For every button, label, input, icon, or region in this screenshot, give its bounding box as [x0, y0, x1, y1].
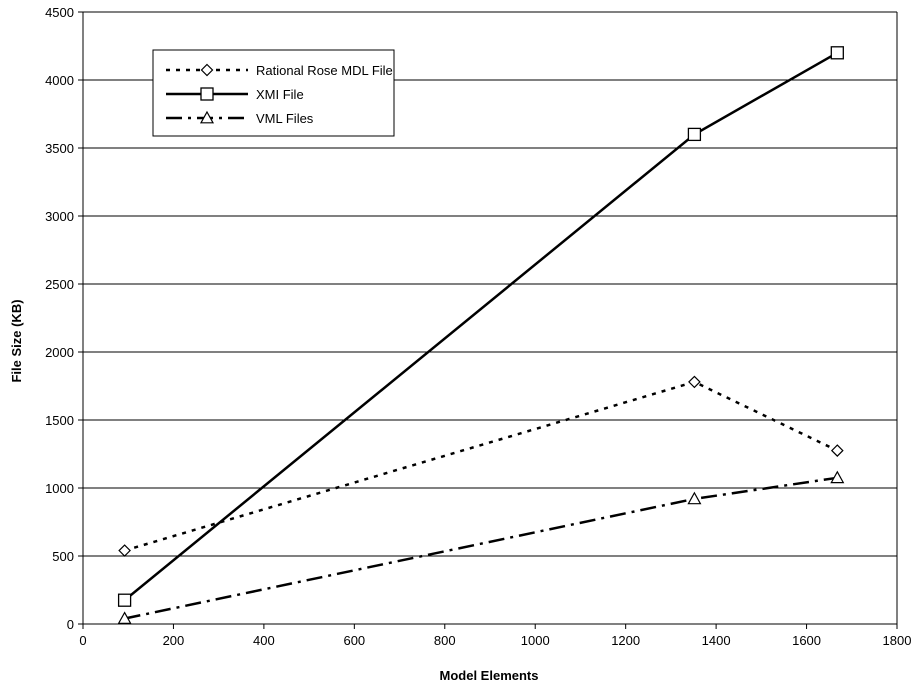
series-lines: [123, 51, 838, 620]
x-tick-label-1200: 1200: [611, 633, 640, 648]
y-tick-label-1500: 1500: [45, 413, 74, 428]
legend-label-rational-rose-mdl-file: Rational Rose MDL File: [256, 63, 393, 78]
gridlines: [83, 11, 897, 557]
legend-marker-xmi-file: [200, 87, 214, 101]
legend-marker-vml-files: [199, 110, 215, 124]
series-markers: [117, 46, 845, 624]
data-point-vml-files-2: [830, 470, 845, 484]
x-tick-label-0: 0: [79, 633, 86, 648]
data-point-rational-rose-mdl-file-0: [118, 544, 131, 557]
data-point-xmi-file-1: [687, 127, 702, 142]
y-axis-title: File Size (KB): [9, 299, 24, 382]
x-tick-label-200: 200: [163, 633, 185, 648]
axes: [78, 11, 898, 629]
data-point-xmi-file-0: [117, 593, 132, 607]
x-tick-label-1400: 1400: [702, 633, 731, 648]
y-tick-label-0: 0: [67, 617, 74, 632]
y-tick-label-500: 500: [52, 549, 74, 564]
y-tick-label-4500: 4500: [45, 5, 74, 20]
x-tick-label-1800: 1800: [883, 633, 912, 648]
x-tick-label-400: 400: [253, 633, 275, 648]
data-point-xmi-file-2: [830, 46, 844, 60]
legend-items: Rational Rose MDL File XMI File VML Files: [166, 63, 393, 126]
y-tick-label-2500: 2500: [45, 277, 74, 292]
legend-label-vml-files: VML Files: [256, 111, 314, 126]
data-point-rational-rose-mdl-file-1: [688, 375, 701, 389]
y-tick-label-3000: 3000: [45, 209, 74, 224]
y-tick-label-4000: 4000: [45, 73, 74, 88]
x-tick-label-1000: 1000: [521, 633, 550, 648]
data-point-rational-rose-mdl-file-2: [830, 444, 844, 457]
y-tick-label-2000: 2000: [45, 345, 74, 360]
series-line-rational-rose-mdl-file: [124, 380, 838, 552]
data-point-vml-files-1: [687, 491, 702, 505]
series-line-vml-files: [124, 476, 838, 620]
x-tick-label-800: 800: [434, 633, 456, 648]
y-tick-labels: 0 500 1000 1500 2000 2500 3000 3500 4000 4500: [45, 5, 74, 632]
legend: Rational Rose MDL File XMI File VML Files: [152, 49, 395, 137]
y-tick-label-1000: 1000: [45, 481, 74, 496]
x-tick-label-1600: 1600: [792, 633, 821, 648]
data-point-vml-files-0: [117, 611, 132, 624]
x-tick-label-600: 600: [343, 633, 365, 648]
x-axis-title: Model Elements: [440, 668, 539, 683]
x-tick-labels: 0 200 400 600 800 1000 1200 1400 1600 1800: [79, 633, 911, 648]
legend-label-xmi-file: XMI File: [256, 87, 304, 102]
legend-marker-rational-rose-mdl-file: [200, 63, 214, 77]
y-tick-label-3500: 3500: [45, 141, 74, 156]
